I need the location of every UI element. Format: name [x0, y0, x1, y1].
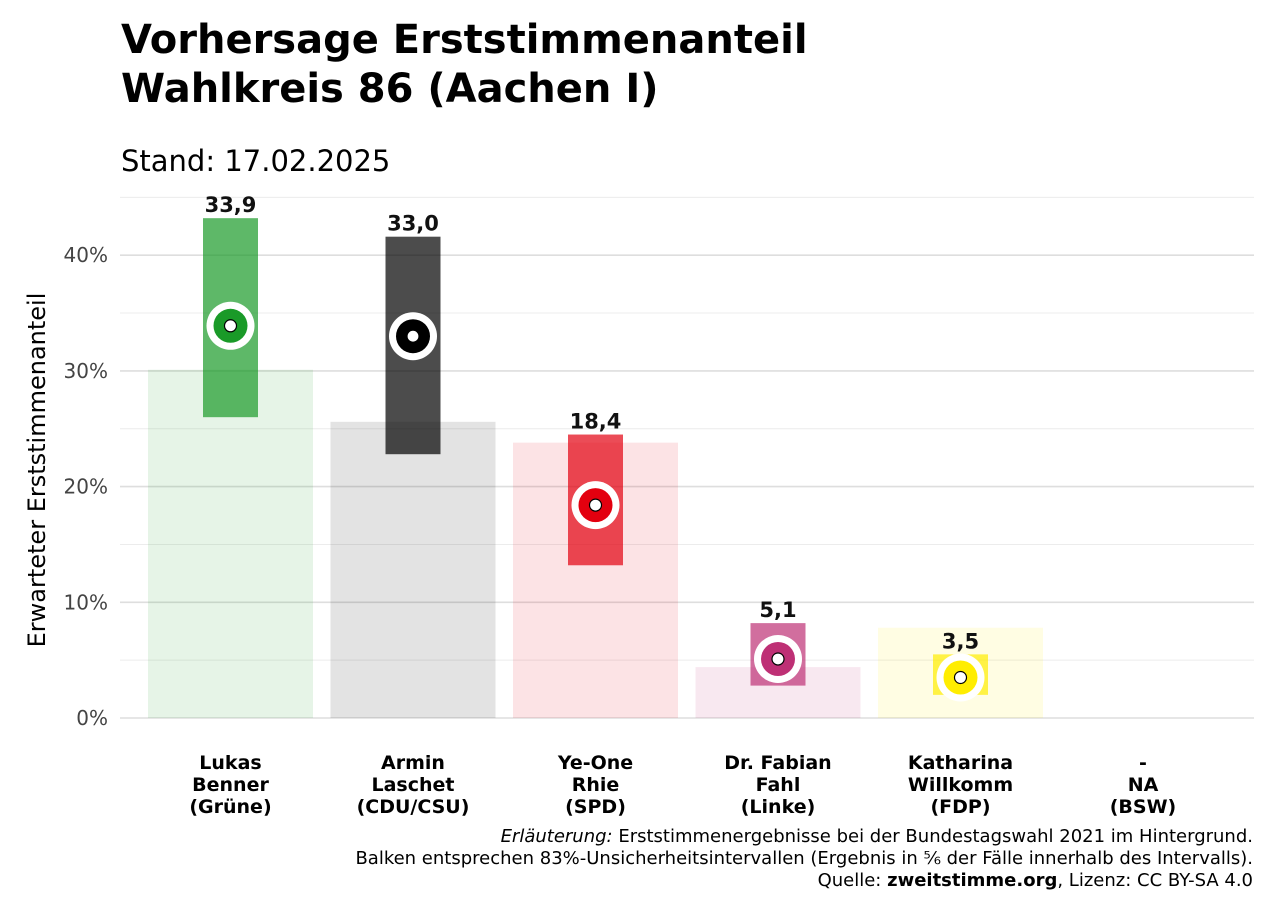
chart-title: Vorhersage Erststimmenanteil Wahlkreis 8…: [121, 16, 808, 114]
x-tick-label-line2: Rhie: [571, 774, 620, 796]
x-tick-label-line2: Laschet: [371, 774, 455, 796]
caption-label: Erläuterung:: [500, 826, 613, 847]
y-axis-title: Erwarteter Erststimmenanteil: [23, 292, 51, 648]
x-tick-label-line1: Katharina: [907, 752, 1014, 774]
x-tick-label: Dr. Fabian Fahl (Linke): [683, 752, 873, 818]
caption-line1: Erläuterung: Erststimmenergebnisse bei d…: [355, 826, 1253, 848]
data-label: 18,4: [570, 410, 622, 434]
point-marker-center: [953, 670, 968, 685]
caption-line2: Balken entsprechen 83%-Unsicherheitsinte…: [355, 848, 1253, 869]
x-tick-label-line2: Willkomm: [907, 774, 1014, 796]
y-tick-label: 0%: [76, 706, 108, 730]
data-label: 33,9: [205, 193, 257, 217]
background-bar-2021: [330, 421, 496, 718]
caption-license: , Lizenz: CC BY-SA 4.0: [1057, 870, 1253, 891]
data-label: 33,0: [387, 212, 439, 236]
x-tick-label-line2: NA: [1127, 774, 1159, 796]
point-marker-center: [771, 652, 785, 666]
x-tick-label-line3: (BSW): [1109, 796, 1177, 818]
x-tick-label-line1: Dr. Fabian: [724, 752, 832, 774]
x-tick-label-line2: Fahl: [755, 774, 801, 796]
x-tick-label-line2: Benner: [192, 774, 269, 796]
caption-line3: Quelle: zweitstimme.org, Lizenz: CC BY-S…: [355, 870, 1253, 892]
x-tick-label-line1: Armin: [381, 752, 445, 774]
caption-source-prefix: Quelle:: [817, 870, 888, 891]
x-tick-label: Lukas Benner (Grüne): [136, 752, 326, 818]
y-tick-label: 40%: [64, 243, 108, 267]
point-marker-center: [588, 498, 603, 512]
x-tick-label: Armin Laschet (CDU/CSU): [318, 752, 508, 818]
y-tick-label: 10%: [64, 590, 108, 614]
chart-title-line2: Wahlkreis 86 (Aachen I): [121, 66, 659, 112]
x-tick-label-line3: (CDU/CSU): [356, 796, 470, 818]
point-marker-center: [406, 329, 420, 343]
y-tick-label: 30%: [64, 359, 108, 383]
caption-line1-text: Erststimmenergebnisse bei der Bundestags…: [612, 826, 1253, 847]
x-tick-label-line3: (SPD): [565, 796, 626, 818]
y-tick-label: 20%: [64, 475, 108, 499]
x-tick-label-line3: (Linke): [740, 796, 816, 818]
x-tick-label: Ye-One Rhie (SPD): [501, 752, 691, 818]
x-tick-label-line1: Ye-One: [557, 752, 634, 774]
chart-subtitle: Stand: 17.02.2025: [121, 144, 391, 178]
data-label: 5,1: [759, 598, 796, 622]
chart-caption: Erläuterung: Erststimmenergebnisse bei d…: [355, 826, 1253, 892]
chart-title-line1: Vorhersage Erststimmenanteil: [121, 17, 808, 63]
x-tick-label-line1: Lukas: [199, 752, 262, 774]
point-marker-center: [223, 319, 238, 333]
x-tick-label-line3: (FDP): [930, 796, 991, 818]
x-tick-label-line1: -: [1139, 752, 1147, 774]
background-bar-2021: [148, 369, 313, 718]
x-tick-label: - NA (BSW): [1048, 752, 1238, 818]
caption-source-link: zweitstimme.org: [887, 870, 1058, 891]
x-tick-label: Katharina Willkomm (FDP): [866, 752, 1056, 818]
data-label: 3,5: [942, 629, 979, 653]
x-tick-label-line3: (Grüne): [189, 796, 272, 818]
